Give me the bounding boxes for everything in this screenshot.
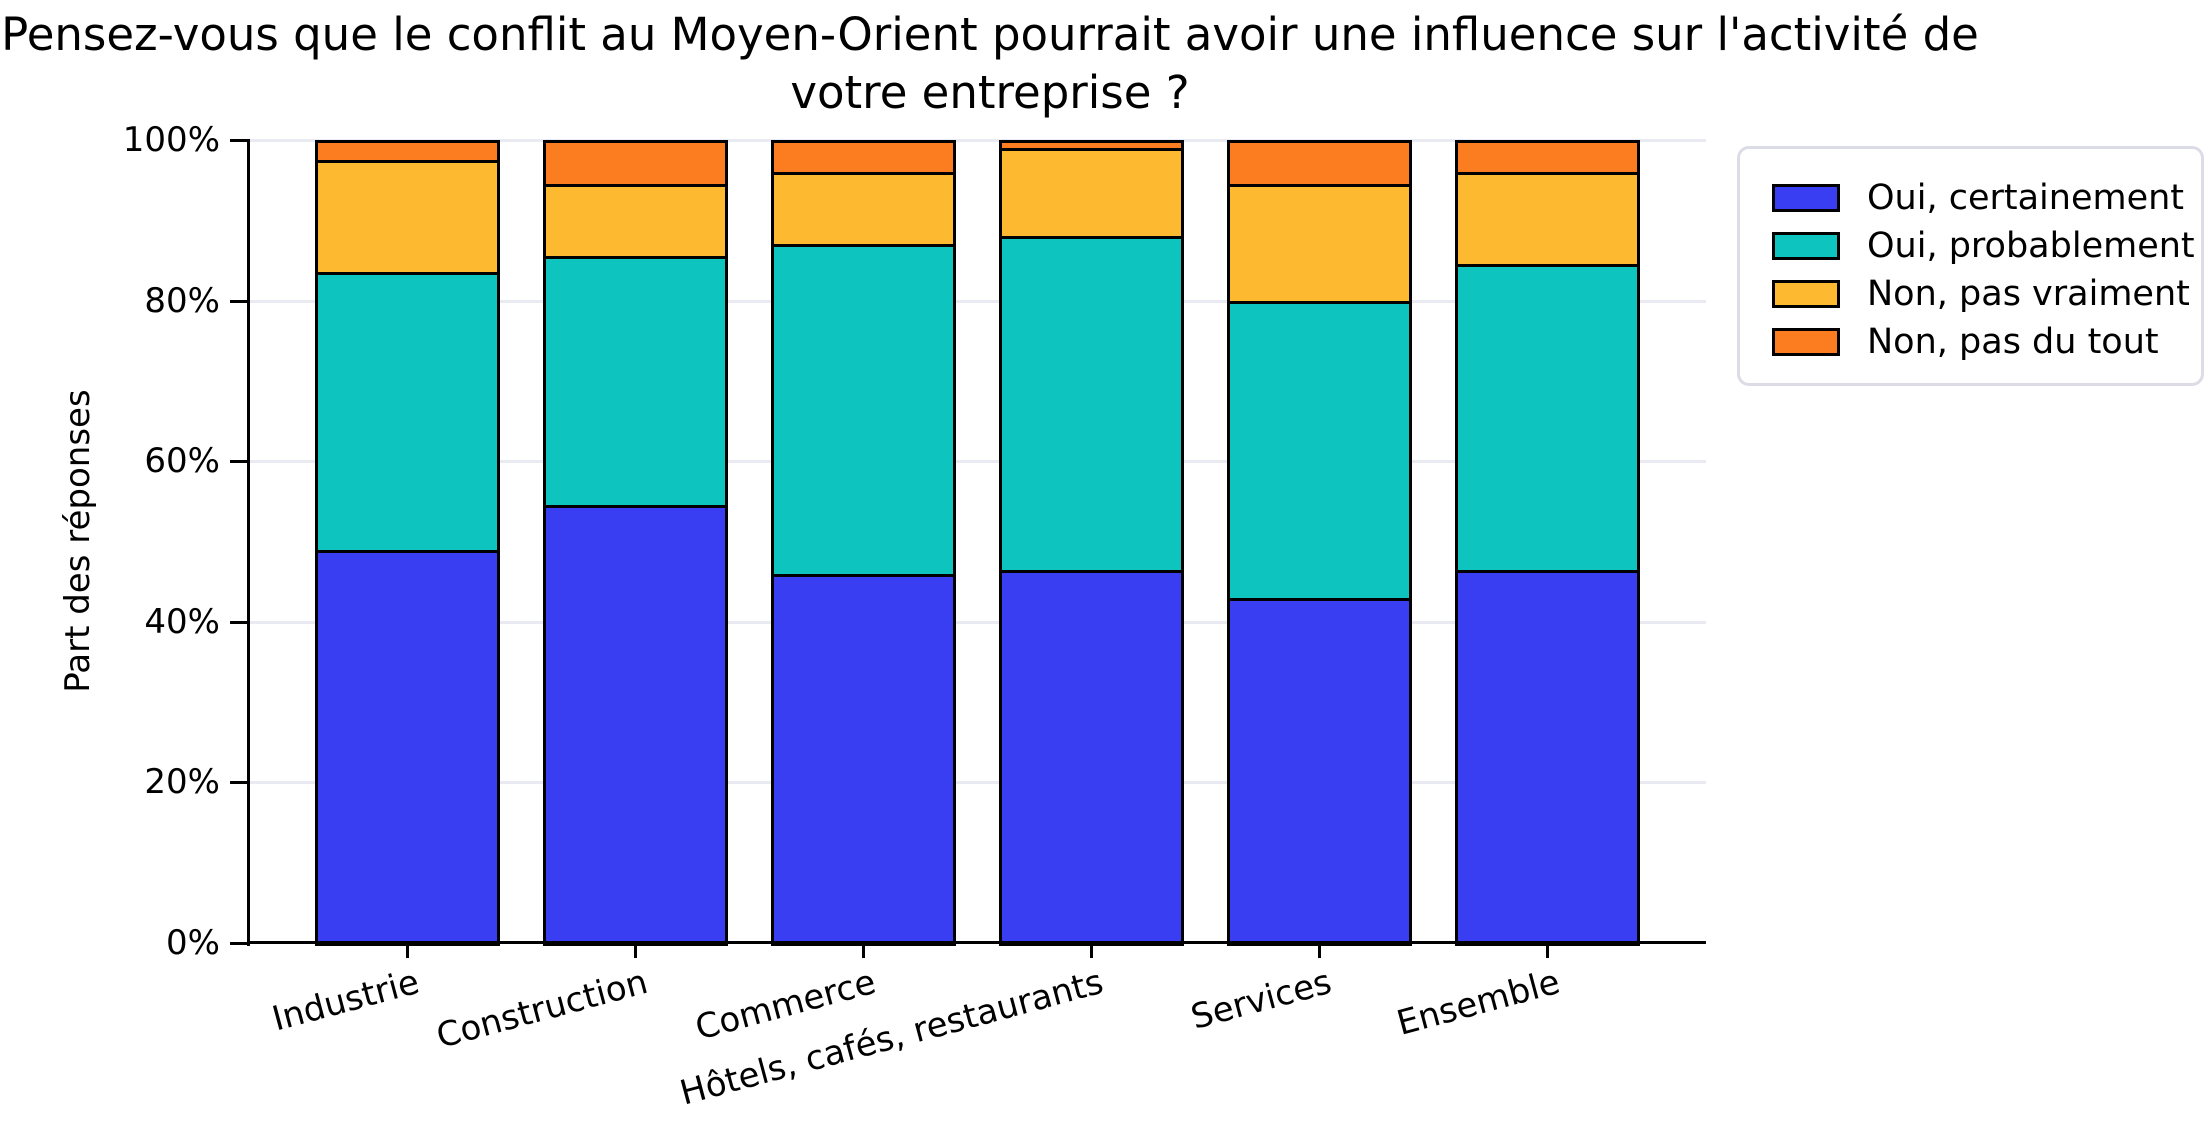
bar-segment [771,172,956,248]
legend-swatch [1772,232,1840,260]
y-tick-mark [230,781,247,785]
legend-label: Oui, probablement [1867,226,2195,266]
bar-segment [999,569,1184,946]
y-tick-mark [230,460,247,464]
bar-segment [315,272,500,553]
legend-swatch [1772,184,1840,212]
x-tick-label: Ensemble [1392,962,1564,1044]
legend-label: Non, pas du tout [1867,322,2159,362]
gridline [250,620,1706,624]
legend-item: Non, pas du tout [1772,318,2201,366]
bar-segment [999,148,1184,240]
y-tick-label: 100% [122,120,220,160]
x-tick-mark [862,943,865,958]
gridline [250,139,1706,142]
legend-label: Non, pas vraiment [1867,274,2190,314]
y-tick-label: 60% [144,441,220,482]
legend-item: Oui, probablement [1772,222,2201,270]
y-tick-mark [230,139,247,142]
bar-segment [771,244,956,577]
gridline [250,299,1706,303]
bar-segment [543,140,728,188]
legend-item: Non, pas vraiment [1772,270,2201,318]
legend-swatch [1772,328,1840,356]
chart-title-line-1: Pensez-vous que le conflit au Moyen-Orie… [1,8,1979,61]
x-tick-mark [1090,943,1093,958]
bar-segment [543,184,728,260]
y-tick-mark [230,942,247,945]
x-tick-label: Services [1187,962,1336,1038]
x-tick-mark [1318,943,1321,958]
legend-label: Oui, certainement [1867,178,2185,218]
legend-item: Oui, certainement [1772,174,2201,222]
x-tick-label: Industrie [268,962,424,1040]
bar-segment [771,140,956,176]
bar-segment [1227,184,1412,304]
gridline [250,460,1706,464]
x-tick-mark [634,943,637,958]
x-tick-mark [406,943,409,958]
x-tick-label: Construction [432,962,652,1057]
bar-segment [1455,264,1640,573]
bar-segment [1227,140,1412,188]
bar-segment [1455,569,1640,946]
bar-segment [999,236,1184,573]
bar-segment [1455,172,1640,268]
legend-swatch [1772,280,1840,308]
bar-segment [315,549,500,946]
y-tick-label: 0% [166,923,220,963]
y-tick-label: 40% [144,601,220,642]
x-axis-spine [247,941,1706,944]
y-tick-mark [230,299,247,303]
y-tick-mark [230,620,247,624]
bar-segment [315,160,500,276]
bar-segment [1227,597,1412,946]
bar-segment [1455,140,1640,176]
chart-title: Pensez-vous que le conflit au Moyen-Orie… [0,6,1980,122]
y-axis-label: Part des réponses [58,389,98,693]
legend: Oui, certainement Oui, probablement Non, p… [1737,146,2204,386]
gridline [250,781,1706,785]
bar-segment [315,140,500,164]
bar-segment [999,140,1184,152]
bar-segment [543,256,728,509]
bar-segment [771,573,956,946]
bar-segment [543,505,728,946]
x-tick-mark [1546,943,1549,958]
chart-title-line-2: votre entreprise ? [790,66,1190,119]
y-tick-label: 20% [144,762,220,803]
bar-segment [1227,300,1412,601]
y-tick-label: 80% [144,280,220,321]
y-axis-spine [247,139,250,946]
